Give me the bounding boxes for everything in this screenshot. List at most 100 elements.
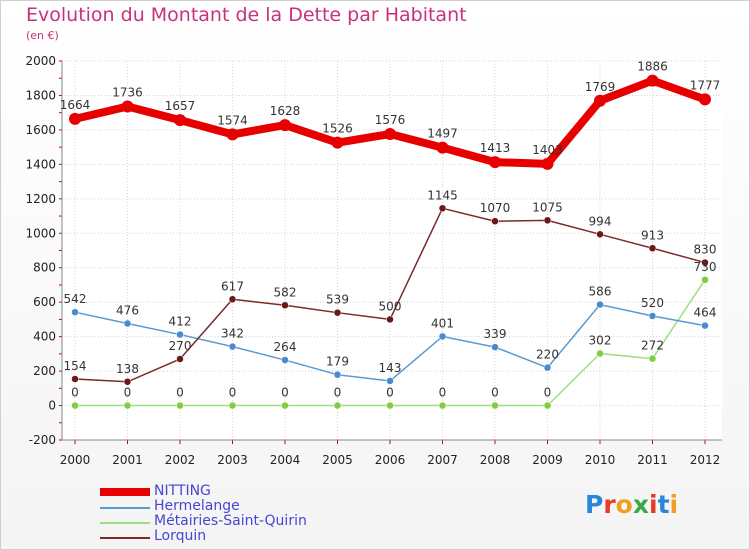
data-label-hermelange: 179 — [326, 355, 349, 369]
data-point-nitting — [331, 136, 344, 149]
data-label-m-tairies-saint-quirin: 0 — [176, 386, 184, 400]
x-tick-label: 2006 — [375, 453, 406, 467]
data-label-nitting: 1574 — [217, 113, 248, 127]
data-label-m-tairies-saint-quirin: 730 — [694, 260, 717, 274]
y-tick-label: 1400 — [25, 157, 56, 171]
data-point-hermelange — [333, 370, 342, 379]
x-tick-label: 2004 — [270, 453, 301, 467]
data-label-lorquin: 913 — [641, 228, 664, 242]
data-point-hermelange — [648, 312, 657, 320]
x-tick-label: 2008 — [480, 453, 511, 467]
data-label-hermelange: 264 — [274, 340, 297, 354]
chart-title: Evolution du Montant de la Dette par Hab… — [26, 4, 467, 26]
data-point-hermelange — [596, 300, 604, 309]
data-label-hermelange: 542 — [64, 292, 87, 306]
data-point-hermelange — [123, 319, 132, 328]
x-tick-label: 2002 — [165, 453, 196, 467]
data-point-m-tairies-saint-quirin — [176, 401, 184, 410]
data-point-hermelange — [228, 342, 237, 351]
y-tick-label: 1800 — [25, 88, 56, 102]
data-point-m-tairies-saint-quirin — [596, 349, 604, 358]
data-point-hermelange — [281, 356, 289, 364]
x-tick-label: 2001 — [112, 453, 143, 467]
y-tick-label: 0 — [48, 399, 56, 413]
data-point-m-tairies-saint-quirin — [228, 401, 237, 410]
y-tick-label: -200 — [29, 433, 56, 447]
data-point-lorquin — [701, 258, 709, 267]
data-label-hermelange: 339 — [484, 327, 507, 341]
data-point-lorquin — [648, 244, 657, 253]
data-label-nitting: 1526 — [322, 122, 353, 136]
data-point-nitting — [436, 141, 449, 154]
data-point-hermelange — [543, 363, 552, 372]
x-tick-label: 2007 — [427, 453, 458, 467]
data-label-nitting: 1777 — [690, 78, 721, 92]
data-label-lorquin: 1070 — [480, 201, 511, 215]
y-tick-label: 1600 — [25, 123, 56, 137]
data-point-hermelange — [491, 343, 499, 351]
data-point-nitting — [646, 74, 659, 87]
y-tick-label: 1200 — [25, 192, 56, 206]
data-point-nitting — [489, 156, 501, 169]
data-point-hermelange — [176, 330, 184, 339]
data-point-m-tairies-saint-quirin — [71, 401, 79, 410]
legend-label-metairies: Métairies-Saint-Quirin — [154, 513, 307, 529]
logo-letter: o — [615, 490, 633, 519]
data-point-nitting — [279, 119, 291, 132]
data-label-nitting: 1628 — [270, 104, 301, 118]
data-point-lorquin — [386, 315, 394, 324]
data-label-lorquin: 500 — [379, 299, 402, 313]
data-label-lorquin: 582 — [274, 285, 297, 299]
data-label-lorquin: 617 — [221, 279, 244, 293]
data-label-nitting: 1736 — [112, 85, 143, 99]
x-tick-label: 2010 — [585, 453, 616, 467]
x-tick-label: 2000 — [60, 453, 91, 467]
data-point-lorquin — [333, 308, 342, 317]
data-label-lorquin: 154 — [64, 359, 87, 373]
x-tick-label: 2003 — [217, 453, 248, 467]
data-point-lorquin — [228, 295, 237, 304]
data-label-m-tairies-saint-quirin: 0 — [281, 386, 289, 400]
x-tick-label: 2009 — [532, 453, 563, 467]
logo-letter: r — [603, 490, 616, 519]
x-tick-label: 2011 — [637, 453, 668, 467]
data-label-lorquin: 830 — [694, 243, 717, 257]
data-label-nitting: 1403 — [532, 143, 563, 157]
logo-letter: t — [657, 490, 670, 519]
data-label-m-tairies-saint-quirin: 0 — [124, 386, 132, 400]
data-label-m-tairies-saint-quirin: 0 — [229, 386, 237, 400]
data-point-lorquin — [438, 204, 447, 213]
data-label-hermelange: 464 — [694, 306, 717, 320]
data-label-nitting: 1657 — [165, 99, 196, 113]
data-label-hermelange: 143 — [379, 361, 402, 375]
data-label-lorquin: 539 — [326, 293, 349, 307]
data-label-m-tairies-saint-quirin: 0 — [491, 386, 499, 400]
legend-swatch-hermelange — [100, 507, 150, 509]
data-point-m-tairies-saint-quirin — [123, 401, 132, 410]
data-label-lorquin: 270 — [169, 339, 192, 353]
proxiti-logo: Proxiti — [585, 490, 678, 519]
data-point-nitting — [226, 128, 239, 141]
data-label-m-tairies-saint-quirin: 0 — [386, 386, 394, 400]
y-tick-label: 1000 — [25, 226, 56, 240]
data-point-lorquin — [596, 230, 604, 239]
data-point-lorquin — [491, 217, 499, 225]
data-point-lorquin — [281, 301, 289, 310]
data-point-nitting — [121, 100, 134, 113]
logo-letter: x — [632, 490, 649, 519]
y-tick-label: 800 — [33, 261, 56, 275]
legend-swatch-lorquin — [100, 537, 150, 539]
data-label-m-tairies-saint-quirin: 272 — [641, 339, 664, 353]
data-point-hermelange — [386, 377, 394, 385]
data-label-hermelange: 401 — [431, 316, 454, 330]
y-tick-label: 2000 — [25, 54, 56, 68]
data-label-hermelange: 520 — [641, 296, 664, 310]
data-label-lorquin: 994 — [589, 214, 612, 228]
legend-label-lorquin: Lorquin — [154, 528, 207, 544]
legend-label-hermelange: Hermelange — [154, 498, 240, 514]
data-point-m-tairies-saint-quirin — [648, 354, 657, 363]
data-point-hermelange — [701, 321, 709, 330]
data-point-hermelange — [438, 332, 447, 341]
data-label-nitting: 1769 — [585, 80, 616, 94]
